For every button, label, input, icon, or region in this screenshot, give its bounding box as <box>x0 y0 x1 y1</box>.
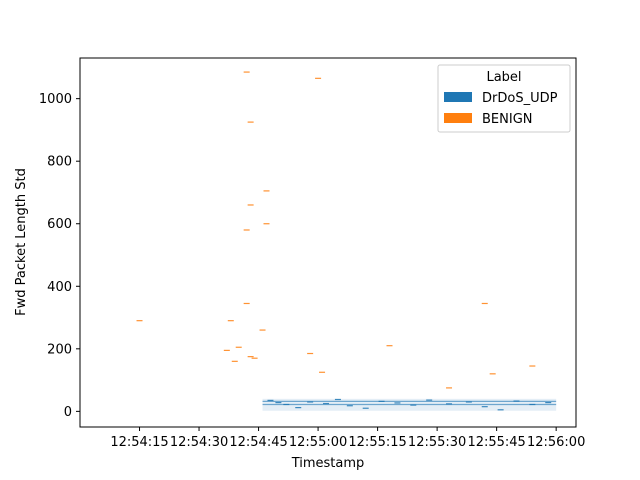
x-tick-label: 12:55:00 <box>289 435 347 450</box>
y-tick-label: 800 <box>47 155 72 170</box>
legend: Label DrDoS_UDP BENIGN <box>437 64 571 133</box>
x-tick-label: 12:55:30 <box>408 435 466 450</box>
x-tick-label: 12:54:30 <box>170 435 228 450</box>
x-tick-label: 12:56:00 <box>527 435 585 450</box>
data-points <box>136 71 552 411</box>
y-tick-label: 400 <box>47 280 72 295</box>
y-tick-label: 0 <box>64 405 72 420</box>
plot-frame <box>79 57 577 428</box>
x-tick-label: 12:54:45 <box>229 435 287 450</box>
x-tick-label: 12:55:45 <box>467 435 525 450</box>
y-tick-label: 1000 <box>39 92 72 107</box>
y-tick-label: 200 <box>47 342 72 357</box>
drdos-udp-band <box>262 398 557 411</box>
legend-title: Label <box>486 70 521 85</box>
legend-label-drdos-udp: DrDoS_UDP <box>482 91 558 106</box>
y-axis: 0 200 400 600 800 1000 <box>39 92 80 420</box>
x-axis: 12:54:15 12:54:30 12:54:45 12:55:00 12:55:15… <box>110 427 585 450</box>
x-tick-label: 12:55:15 <box>348 435 406 450</box>
legend-swatch-drdos-udp <box>444 92 472 102</box>
x-tick-label: 12:54:15 <box>110 435 168 450</box>
legend-swatch-benign <box>444 113 472 123</box>
legend-label-benign: BENIGN <box>482 112 533 127</box>
y-tick-label: 600 <box>47 217 72 232</box>
y-axis-title: Fwd Packet Length Std <box>14 168 29 316</box>
x-axis-title: Timestamp <box>291 456 365 471</box>
